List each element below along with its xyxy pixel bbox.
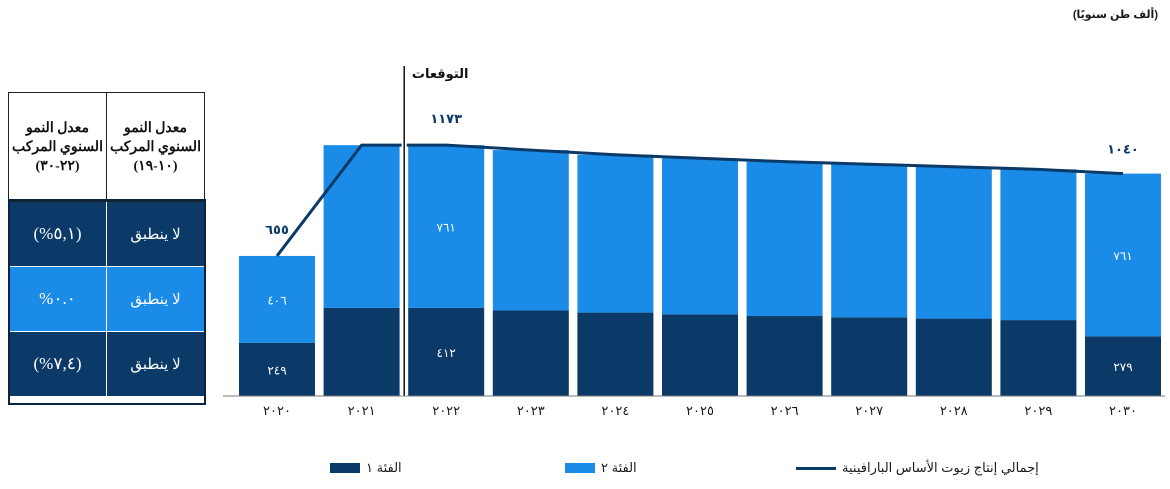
legend-cat2-swatch bbox=[565, 463, 595, 473]
bar-cat1 bbox=[1000, 320, 1077, 396]
data-label-cat1: ٢٧٩ bbox=[1113, 360, 1132, 374]
legend-cat2: الفئة ٢ bbox=[565, 460, 637, 476]
data-label-total: ١٠٤٠ bbox=[1107, 143, 1139, 158]
bar-cat1 bbox=[492, 310, 569, 396]
bar-cat2 bbox=[239, 255, 315, 343]
x-tick-label: ٢٠٢٣ bbox=[517, 404, 545, 419]
bar-cat1 bbox=[577, 312, 654, 396]
x-tick-label: ٢٠٢٠ bbox=[263, 404, 291, 419]
x-tick-label: ٢٠٢٦ bbox=[771, 404, 799, 419]
legend-cat1-swatch bbox=[330, 463, 360, 473]
cagr-row: لا ينطبق (٧,٤%) bbox=[8, 331, 205, 397]
bar-cat1 bbox=[662, 314, 738, 396]
cagr-row: لا ينطبق ٠.٠% bbox=[8, 266, 205, 332]
legend-cat2-label: الفئة ٢ bbox=[601, 460, 637, 475]
bar-cat2 bbox=[1085, 173, 1161, 337]
legend-cat1-label: الفئة ١ bbox=[366, 460, 402, 475]
bar-cat1 bbox=[746, 316, 823, 396]
bar-cat1 bbox=[1085, 336, 1161, 396]
legend-total-label: إجمالي إنتاج زيوت الأساس البارافينية bbox=[842, 460, 1039, 475]
cagr-cell: لا ينطبق bbox=[106, 331, 205, 397]
forecast-label: التوقعات bbox=[412, 67, 469, 82]
bar-cat1 bbox=[408, 307, 485, 396]
cagr-cell: لا ينطبق bbox=[106, 201, 205, 267]
bar-cat2 bbox=[492, 150, 569, 311]
bar-cat2 bbox=[831, 164, 908, 318]
bar-cat2 bbox=[577, 154, 654, 313]
x-tick-label: ٢٠٢٨ bbox=[940, 404, 968, 419]
bar-cat1 bbox=[239, 342, 315, 396]
legend-total: إجمالي إنتاج زيوت الأساس البارافينية bbox=[796, 460, 1039, 476]
x-tick-label: ٢٠٣٠ bbox=[1109, 404, 1137, 419]
bar-cat2 bbox=[746, 161, 823, 317]
cagr-table: معدل النمو السنوي المركب (١٠-١٩) معدل ال… bbox=[8, 92, 205, 397]
data-label-cat2: ٧٦١ bbox=[1113, 249, 1132, 263]
bar-cat2 bbox=[662, 158, 738, 315]
data-label-cat2: ٤٠٦ bbox=[267, 293, 286, 307]
cagr-cell: ٠.٠% bbox=[8, 266, 107, 332]
bar-cat1 bbox=[831, 317, 908, 396]
x-tick-label: ٢٠٢٢ bbox=[432, 404, 460, 419]
bar-cat2 bbox=[323, 145, 400, 308]
data-label-total: ٦٥٥ bbox=[265, 223, 289, 238]
bar-cat2 bbox=[1000, 169, 1077, 321]
unit-note: (ألف طن سنويًا) bbox=[1072, 9, 1158, 21]
bar-cat1 bbox=[915, 318, 992, 396]
bar-cat1 bbox=[323, 307, 400, 396]
x-tick-label: ٢٠٢٤ bbox=[601, 404, 629, 419]
total-line bbox=[275, 143, 1124, 257]
x-tick-label: ٢٠٢٥ bbox=[686, 404, 714, 419]
data-label-cat1: ٢٤٩ bbox=[267, 363, 286, 377]
x-tick-label: ٢٠٢٧ bbox=[855, 404, 883, 419]
bar-cat2 bbox=[408, 145, 485, 308]
cagr-cell: (٥,١%) bbox=[8, 201, 107, 267]
legend-cat1: الفئة ١ bbox=[330, 460, 402, 476]
cagr-header-2: معدل النمو السنوي المركب (١٠-١٩) bbox=[106, 92, 205, 202]
data-label-cat2: ٧٦١ bbox=[437, 221, 456, 235]
data-label-total: ١١٧٣ bbox=[430, 112, 462, 127]
cagr-cell: لا ينطبق bbox=[106, 266, 205, 332]
bar-cat2 bbox=[915, 166, 992, 319]
x-tick-label: ٢٠٢١ bbox=[348, 404, 376, 419]
data-label-cat1: ٤١٢ bbox=[437, 346, 456, 360]
cagr-cell: (٧,٤%) bbox=[8, 331, 107, 397]
legend-total-line bbox=[796, 466, 836, 470]
cagr-row: لا ينطبق (٥,١%) bbox=[8, 201, 205, 267]
x-tick-label: ٢٠٢٩ bbox=[1024, 404, 1052, 419]
cagr-header-1: معدل النمو السنوي المركب (٢٢-٣٠) bbox=[8, 92, 107, 202]
